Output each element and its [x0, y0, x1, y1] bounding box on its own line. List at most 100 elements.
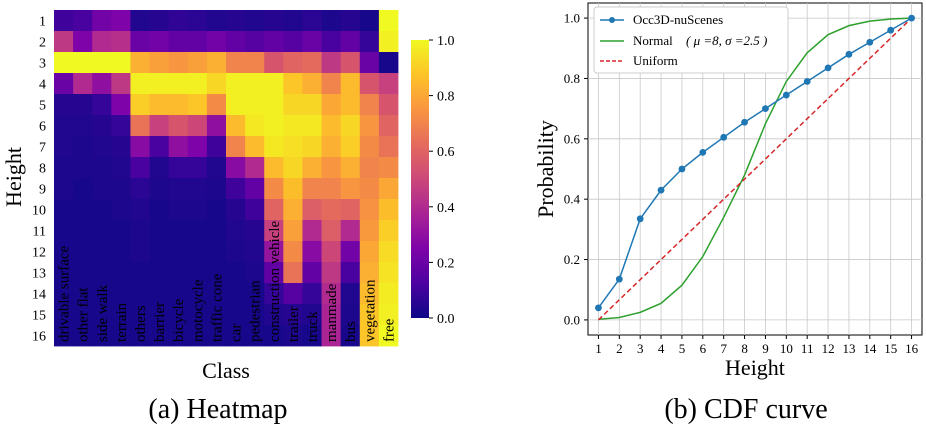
heatmap-class-label: manmade [324, 283, 340, 342]
heatmap-cell [302, 304, 322, 326]
heatmap-cell [378, 157, 399, 179]
heatmap-cell [206, 52, 227, 74]
heatmap-cell [149, 94, 170, 116]
heatmap-class-label: others [133, 305, 149, 342]
heatmap-class-label: traffic cone [209, 273, 225, 342]
heatmap-cell [302, 73, 322, 95]
legend-label-occ3d: Occ3D-nuScenes [633, 12, 723, 27]
heatmap-cell [73, 325, 93, 347]
series-point [908, 14, 915, 22]
heatmap-cell [168, 283, 189, 305]
heatmap-cell [245, 304, 265, 326]
heatmap-cell [283, 199, 303, 221]
heatmap-class-label: pedestrian [248, 280, 264, 342]
legend-marker-occ3d [609, 17, 615, 23]
heatmap-cell [359, 115, 380, 137]
heatmap-ylabel: Height [1, 147, 26, 207]
heatmap-cell [130, 178, 150, 200]
heatmap-cell [226, 10, 246, 32]
legend-normal-params: ( μ =8, σ =2.5 ) [686, 33, 767, 48]
series-point [636, 215, 644, 223]
heatmap-cell [245, 31, 265, 53]
heatmap-cell [111, 283, 131, 305]
heatmap-cell [264, 31, 284, 53]
heatmap-cell [168, 115, 189, 137]
heatmap-cell [264, 73, 284, 95]
heatmap-cell [92, 178, 112, 200]
heatmap-cell [149, 283, 170, 305]
x-tick-label: 14 [863, 341, 877, 356]
heatmap-cell [130, 94, 150, 116]
heatmap-cell [168, 199, 189, 221]
heatmap-cell [340, 199, 361, 221]
heatmap-cell [92, 199, 112, 221]
heatmap-height-label: 5 [39, 99, 46, 114]
heatmap-cell [226, 283, 246, 305]
heatmap-cell [187, 94, 208, 116]
heatmap-cell [264, 136, 284, 158]
series-point [803, 78, 811, 85]
series-line-occ3d-nuscenes [597, 17, 912, 309]
cdf-panel: 1 2 3 4 5 6 7 8 9 10 11 12 13 14 15 16 0.00.20.40.60.81… [533, 2, 923, 425]
heatmap-cell [340, 73, 361, 95]
heatmap-class-label: drivable surface [57, 245, 73, 342]
heatmap-cell [130, 136, 150, 158]
heatmap-cell [73, 94, 93, 116]
x-tick-label: 2 [616, 341, 623, 356]
heatmap-cell [302, 52, 322, 74]
colorbar-tick-label: 0.2 [437, 256, 455, 271]
heatmap-height-label: 14 [32, 288, 46, 303]
heatmap-cell [206, 304, 227, 326]
heatmap-cell [378, 283, 399, 305]
heatmap-cell [340, 94, 361, 116]
heatmap-cell [73, 136, 93, 158]
heatmap-cell [264, 178, 284, 200]
x-tick-label: 9 [762, 341, 769, 356]
heatmap-cell [321, 304, 342, 326]
heatmap-height-label: 1 [39, 15, 46, 30]
heatmap-cell [206, 94, 227, 116]
heatmap-cell [92, 304, 112, 326]
heatmap-cell [92, 220, 112, 242]
heatmap-cell [92, 10, 112, 32]
heatmap-cell [283, 73, 303, 95]
heatmap-cell [206, 283, 227, 305]
cdf-caption: (b) CDF curve [664, 394, 827, 425]
heatmap-cell [378, 262, 399, 284]
heatmap-cell [92, 241, 112, 263]
heatmap-class-labels: drivable surface other flat side walk terra… [57, 220, 398, 342]
x-tick-label: 6 [700, 341, 707, 356]
heatmap-cell [378, 199, 399, 221]
heatmap-cell [73, 73, 93, 95]
heatmap-cell [226, 325, 246, 347]
heatmap-cell [378, 241, 399, 263]
heatmap-cell [321, 10, 342, 32]
heatmap-cell [378, 325, 399, 347]
heatmap-cell [111, 115, 131, 137]
heatmap-cell [359, 136, 380, 158]
heatmap-cell [92, 136, 112, 158]
heatmap-cell [302, 241, 322, 263]
y-tick-label: 0.4 [564, 192, 581, 207]
heatmap-cell [187, 199, 208, 221]
heatmap-cell [187, 10, 208, 32]
heatmap-cell [226, 304, 246, 326]
heatmap-cell [187, 304, 208, 326]
heatmap-cell [359, 10, 380, 32]
heatmap-height-label: 11 [33, 225, 46, 240]
heatmap-cell [359, 94, 380, 116]
heatmap-cell [245, 325, 265, 347]
heatmap-cell [187, 31, 208, 53]
colorbar-tick-label: 0.8 [437, 90, 455, 105]
heatmap-cell [359, 283, 380, 305]
series-point [595, 304, 602, 312]
series-line-normal [598, 17, 912, 321]
heatmap-cell [73, 115, 93, 137]
heatmap-cell [111, 325, 131, 347]
heatmap-cell [283, 52, 303, 74]
heatmap-cell [378, 31, 399, 53]
heatmap-cell [245, 10, 265, 32]
heatmap-cell [321, 31, 342, 53]
heatmap-cell [245, 283, 265, 305]
